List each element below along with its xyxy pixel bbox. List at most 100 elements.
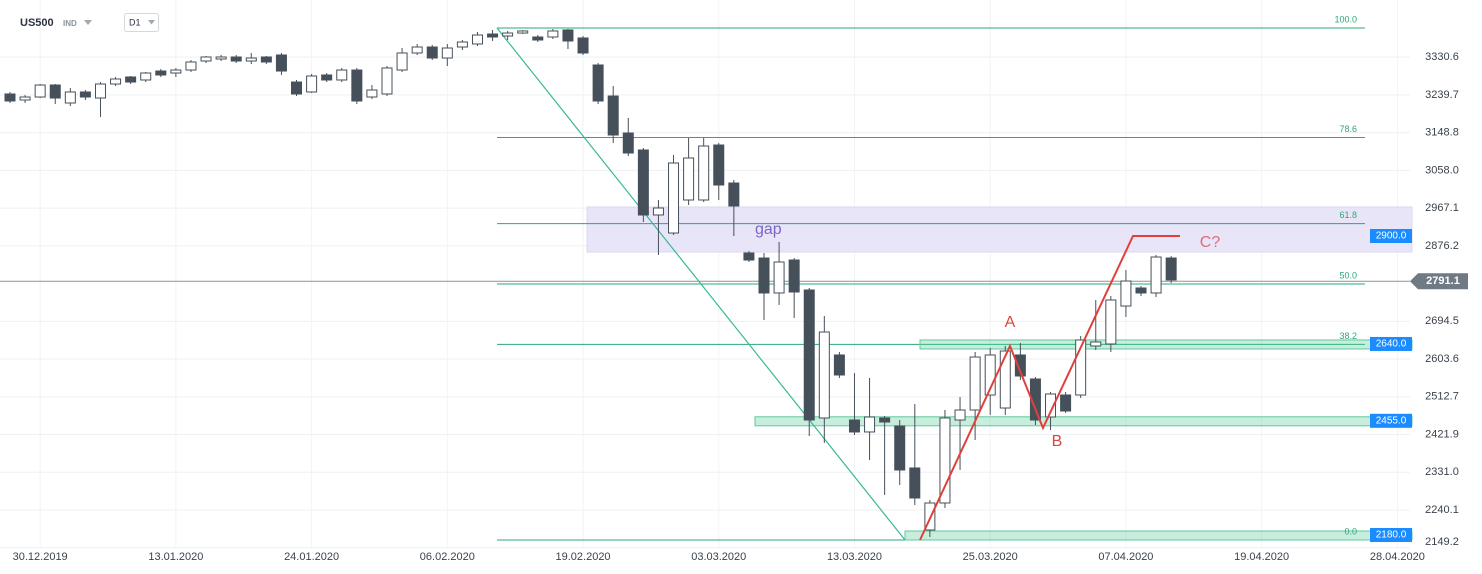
candle-body xyxy=(441,47,453,59)
candle-body xyxy=(94,83,106,99)
x-tick-label: 24.01.2020 xyxy=(284,551,339,563)
candle-body xyxy=(170,69,182,74)
candle-body xyxy=(562,29,574,42)
dropdown-arrow[interactable] xyxy=(84,20,92,25)
x-tick-label: 03.03.2020 xyxy=(691,551,746,563)
candle-body xyxy=(713,144,725,186)
candle-body xyxy=(698,145,710,201)
background-layer xyxy=(0,0,1413,549)
candle-body xyxy=(291,81,303,95)
level-zone xyxy=(904,530,1413,541)
level-zone xyxy=(919,339,1413,350)
level-label: 2900.0 xyxy=(1376,231,1407,242)
candle-body xyxy=(577,37,589,54)
x-tick-label: 19.04.2020 xyxy=(1234,551,1289,563)
candle-body xyxy=(803,289,815,421)
candle-body xyxy=(125,76,137,83)
candle-body xyxy=(879,417,891,423)
last-price-badge xyxy=(1410,273,1468,290)
y-tick-label: 2876.2 xyxy=(1425,240,1459,252)
y-tick-label: 3239.7 xyxy=(1425,89,1459,101)
candle-body xyxy=(1075,339,1087,396)
candle-body xyxy=(260,56,272,63)
fib-label: 100.0 xyxy=(1334,14,1357,24)
candle-body xyxy=(1105,299,1117,345)
candle-body xyxy=(230,56,242,62)
timeframe-box[interactable] xyxy=(124,13,159,32)
candle-body xyxy=(19,96,31,101)
y-tick-label: 3148.8 xyxy=(1425,127,1459,139)
x-tick-label: 25.03.2020 xyxy=(963,551,1018,563)
y-tick-label: 2149.2 xyxy=(1425,536,1459,548)
candle-body xyxy=(1029,378,1041,421)
candle-body xyxy=(79,91,91,98)
candle-body xyxy=(894,425,906,471)
candle-body xyxy=(200,56,212,62)
x-tick-label: 07.04.2020 xyxy=(1098,551,1153,563)
candle-body xyxy=(381,67,393,95)
candle-body xyxy=(351,69,363,102)
candle-body xyxy=(1135,287,1147,294)
timeframe[interactable]: D1 xyxy=(129,17,141,27)
candle-body xyxy=(547,30,559,38)
fib-label: 78.6 xyxy=(1339,124,1357,134)
x-tick-label: 30.12.2019 xyxy=(13,551,68,563)
candle-body xyxy=(728,182,740,207)
candle-body xyxy=(668,162,680,234)
candle-body xyxy=(155,70,167,76)
candle-body xyxy=(1090,341,1102,347)
level-badge xyxy=(1370,528,1412,543)
y-tick-label: 2421.9 xyxy=(1425,428,1459,440)
level-badge xyxy=(1370,229,1412,244)
candle-body xyxy=(487,33,499,38)
candle-body xyxy=(848,419,860,433)
level-label: 2640.0 xyxy=(1376,339,1407,350)
candle-body xyxy=(999,350,1011,409)
pattern-label: B xyxy=(1052,433,1063,450)
candle-body xyxy=(532,36,544,41)
candle-body xyxy=(140,72,152,81)
candle-body xyxy=(788,259,800,293)
gap-zone xyxy=(586,206,1413,253)
candle-body xyxy=(1165,257,1177,281)
x-tick-label: 06.02.2020 xyxy=(420,551,475,563)
candle-body xyxy=(758,257,770,294)
market[interactable]: IND xyxy=(63,19,77,28)
header: US500 IND D1 xyxy=(20,13,159,32)
x-tick-label: 13.03.2020 xyxy=(827,551,882,563)
y-tick-label: 3330.6 xyxy=(1425,51,1459,63)
y-tick-label: 2240.1 xyxy=(1425,504,1459,516)
candle-body xyxy=(245,57,257,62)
candle-body xyxy=(592,64,604,102)
candle-body xyxy=(939,417,951,504)
x-tick-label: 13.01.2020 xyxy=(148,551,203,563)
fib-label: 50.0 xyxy=(1339,270,1357,280)
candle-body xyxy=(652,207,664,216)
candle-body xyxy=(471,34,483,45)
x-tick-label: 28.04.2020 xyxy=(1370,551,1425,563)
abc-pattern xyxy=(919,235,1180,541)
candle-body xyxy=(954,409,966,421)
level-label: 2180.0 xyxy=(1376,530,1407,541)
fib-label: 0.0 xyxy=(1344,526,1357,536)
candle-body xyxy=(275,54,287,72)
level-badge xyxy=(1370,336,1412,351)
candle-body xyxy=(110,78,122,85)
pattern-label: A xyxy=(1005,314,1016,331)
fib-label: 61.8 xyxy=(1339,210,1357,220)
candle-body xyxy=(517,30,529,34)
level-badge xyxy=(1370,413,1412,428)
candle-body xyxy=(833,354,845,376)
pattern-label: C? xyxy=(1200,234,1221,251)
candle-body xyxy=(984,354,996,396)
candle-body xyxy=(1014,354,1026,377)
candle-body xyxy=(64,91,76,104)
dropdown-arrow[interactable] xyxy=(148,20,155,25)
candle-body xyxy=(607,95,619,136)
candle-body xyxy=(411,46,423,54)
candle-body xyxy=(49,84,61,99)
x-tick-label: 19.02.2020 xyxy=(556,551,611,563)
candle-body xyxy=(683,157,695,201)
candle-body xyxy=(502,32,514,37)
y-tick-label: 2967.1 xyxy=(1425,202,1459,214)
